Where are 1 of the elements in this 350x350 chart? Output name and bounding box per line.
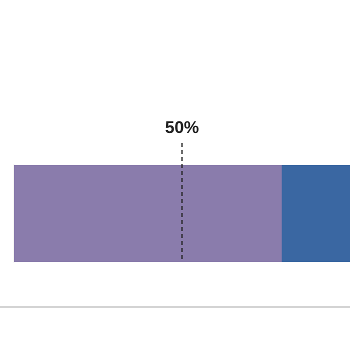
ref-line-label: 50% (164, 118, 200, 137)
